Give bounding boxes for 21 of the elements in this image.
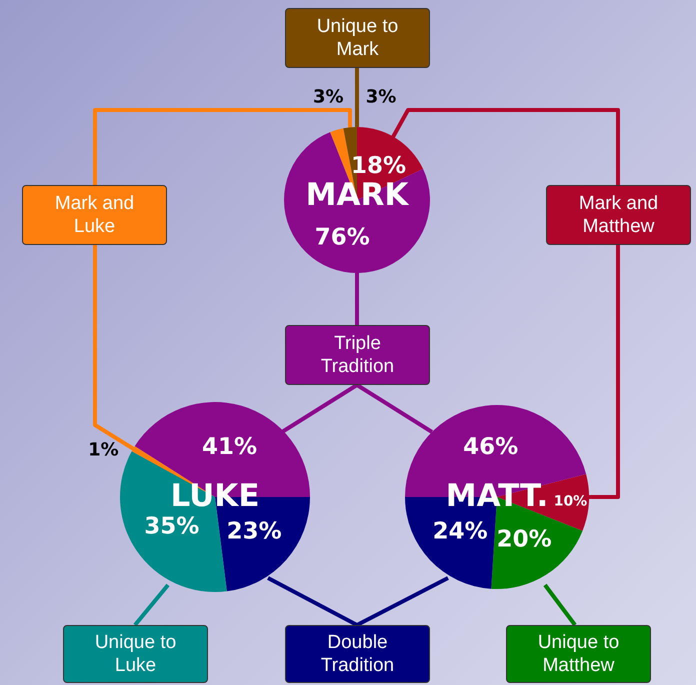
- data-label: 1%: [88, 439, 119, 460]
- data-label: 41%: [202, 434, 258, 460]
- data-label: 24%: [432, 518, 488, 545]
- text: Mark and Luke: [22, 185, 167, 245]
- data-label: 10%: [554, 494, 588, 510]
- text: Mark and Matthew: [546, 185, 691, 245]
- data-label: 76%: [314, 224, 370, 250]
- text: MARK: [306, 177, 410, 213]
- text: Unique to Luke: [63, 625, 208, 683]
- data-label: 23%: [226, 518, 282, 545]
- text: Unique to Mark: [285, 8, 430, 68]
- text: Double Tradition: [285, 625, 430, 683]
- text: LUKE: [170, 478, 260, 514]
- data-label: 3%: [312, 86, 344, 108]
- data-label: 35%: [144, 513, 200, 540]
- data-label: 3%: [366, 86, 396, 108]
- data-label: 18%: [350, 153, 406, 180]
- text: Unique to Matthew: [506, 625, 651, 683]
- data-label: 20%: [496, 526, 552, 553]
- text: Triple Tradition: [285, 325, 430, 385]
- data-label: 46%: [463, 434, 518, 460]
